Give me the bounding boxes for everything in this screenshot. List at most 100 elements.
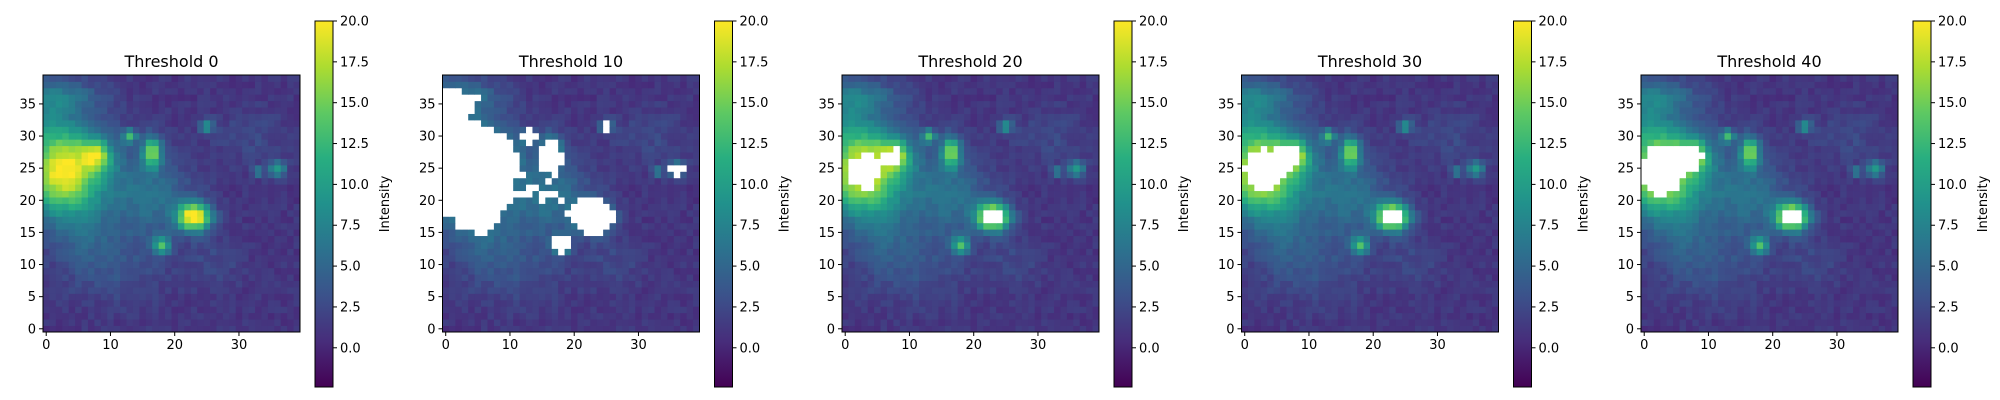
- heatmap-cell: [49, 107, 57, 114]
- heatmap-cell: [107, 229, 115, 237]
- heatmap-cell: [100, 100, 108, 108]
- heatmap-cell: [654, 299, 662, 307]
- heatmap-cell: [545, 87, 553, 95]
- heatmap-cell: [165, 280, 172, 288]
- heatmap-cell: [293, 152, 301, 159]
- heatmap-cell: [893, 293, 901, 301]
- heatmap-cell: [448, 158, 456, 166]
- heatmap-cell: [912, 197, 920, 204]
- heatmap-cell: [519, 197, 527, 204]
- heatmap-cell: [989, 119, 997, 127]
- heatmap-cell: [1060, 261, 1068, 269]
- heatmap-cell: [1009, 94, 1016, 102]
- heatmap-cell: [248, 319, 256, 326]
- heatmap-cell: [500, 216, 508, 224]
- heatmap-cell: [152, 248, 160, 256]
- heatmap-cell: [210, 306, 217, 314]
- heatmap-cell: [519, 100, 527, 108]
- heatmap-cell: [280, 319, 288, 326]
- heatmap-cell: [854, 248, 862, 256]
- heatmap-cell: [951, 171, 959, 179]
- heatmap-cell: [216, 132, 224, 140]
- heatmap-cell: [49, 164, 57, 172]
- heatmap-cell: [1286, 325, 1294, 333]
- heatmap-cell: [648, 100, 655, 108]
- heatmap-cell: [1092, 164, 1100, 172]
- heatmap-cell: [448, 261, 456, 269]
- heatmap-cell: [545, 261, 553, 269]
- heatmap-cell: [609, 113, 617, 121]
- heatmap-cell: [641, 190, 649, 198]
- heatmap-cell: [461, 81, 469, 89]
- heatmap-cell: [1015, 299, 1023, 307]
- heatmap-cell: [622, 325, 630, 333]
- heatmap-cell: [564, 312, 572, 320]
- heatmap-cell: [590, 184, 598, 192]
- heatmap-cell: [641, 203, 649, 211]
- heatmap-cell: [139, 229, 147, 237]
- heatmap-cell: [693, 75, 700, 82]
- heatmap-cell: [925, 100, 933, 108]
- heatmap-cell: [500, 158, 508, 166]
- heatmap-cell: [145, 164, 153, 172]
- heatmap-cell: [261, 287, 269, 294]
- heatmap-cell: [197, 87, 205, 95]
- heatmap-cell: [1028, 209, 1036, 217]
- heatmap-cell: [287, 299, 294, 307]
- heatmap-cell: [68, 197, 76, 204]
- heatmap-cell: [1021, 158, 1029, 166]
- heatmap-cell: [532, 158, 540, 166]
- heatmap-cell: [171, 119, 179, 127]
- heatmap-cell: [487, 242, 495, 249]
- heatmap-cell: [912, 248, 920, 256]
- heatmap-cell: [500, 267, 508, 275]
- heatmap-cell: [442, 87, 450, 95]
- heatmap-cell: [190, 190, 198, 198]
- heatmap-cell: [274, 113, 282, 121]
- heatmap-cell: [49, 94, 57, 102]
- heatmap-cell: [120, 100, 127, 108]
- heatmap-cell: [500, 81, 508, 89]
- heatmap-cell: [899, 87, 907, 95]
- heatmap-cell: [558, 274, 565, 282]
- heatmap-cell: [280, 280, 288, 288]
- heatmap-cell: [964, 113, 971, 121]
- heatmap-cell: [648, 132, 655, 140]
- heatmap-cell: [132, 171, 140, 179]
- heatmap-cell: [693, 184, 700, 192]
- heatmap-cell: [113, 81, 121, 89]
- heatmap-cell: [880, 139, 888, 147]
- heatmap-cell: [513, 113, 520, 121]
- heatmap-cell: [506, 87, 514, 95]
- heatmap-cell: [1092, 203, 1100, 211]
- heatmap-cell: [248, 81, 256, 89]
- heatmap-cell: [925, 287, 933, 294]
- heatmap-cell: [693, 190, 700, 198]
- heatmap-cell: [648, 319, 655, 326]
- heatmap-cell: [75, 177, 82, 185]
- heatmap-cell: [874, 235, 881, 243]
- heatmap-cell: [848, 242, 856, 249]
- heatmap-cell: [628, 197, 636, 204]
- heatmap-cell: [293, 75, 301, 82]
- heatmap-cell: [1047, 267, 1055, 275]
- heatmap-cell: [203, 325, 211, 333]
- heatmap-cell: [686, 132, 694, 140]
- heatmap-cell: [686, 139, 694, 147]
- heatmap-cell: [1015, 177, 1023, 185]
- heatmap-cell: [293, 184, 301, 192]
- heatmap-cell: [43, 87, 50, 95]
- heatmap-cell: [590, 113, 598, 121]
- heatmap-cell: [229, 312, 237, 320]
- heatmap-cell: [686, 171, 694, 179]
- heatmap-cell: [203, 184, 211, 192]
- heatmap-cell: [94, 222, 102, 230]
- heatmap-cell: [1073, 190, 1081, 198]
- heatmap-cell: [970, 254, 978, 262]
- heatmap-cell: [848, 248, 856, 256]
- heatmap-cell: [944, 319, 952, 326]
- heatmap-cell: [983, 287, 991, 294]
- heatmap-cell: [461, 229, 469, 237]
- heatmap-cell: [513, 222, 520, 230]
- heatmap-cell: [493, 312, 501, 320]
